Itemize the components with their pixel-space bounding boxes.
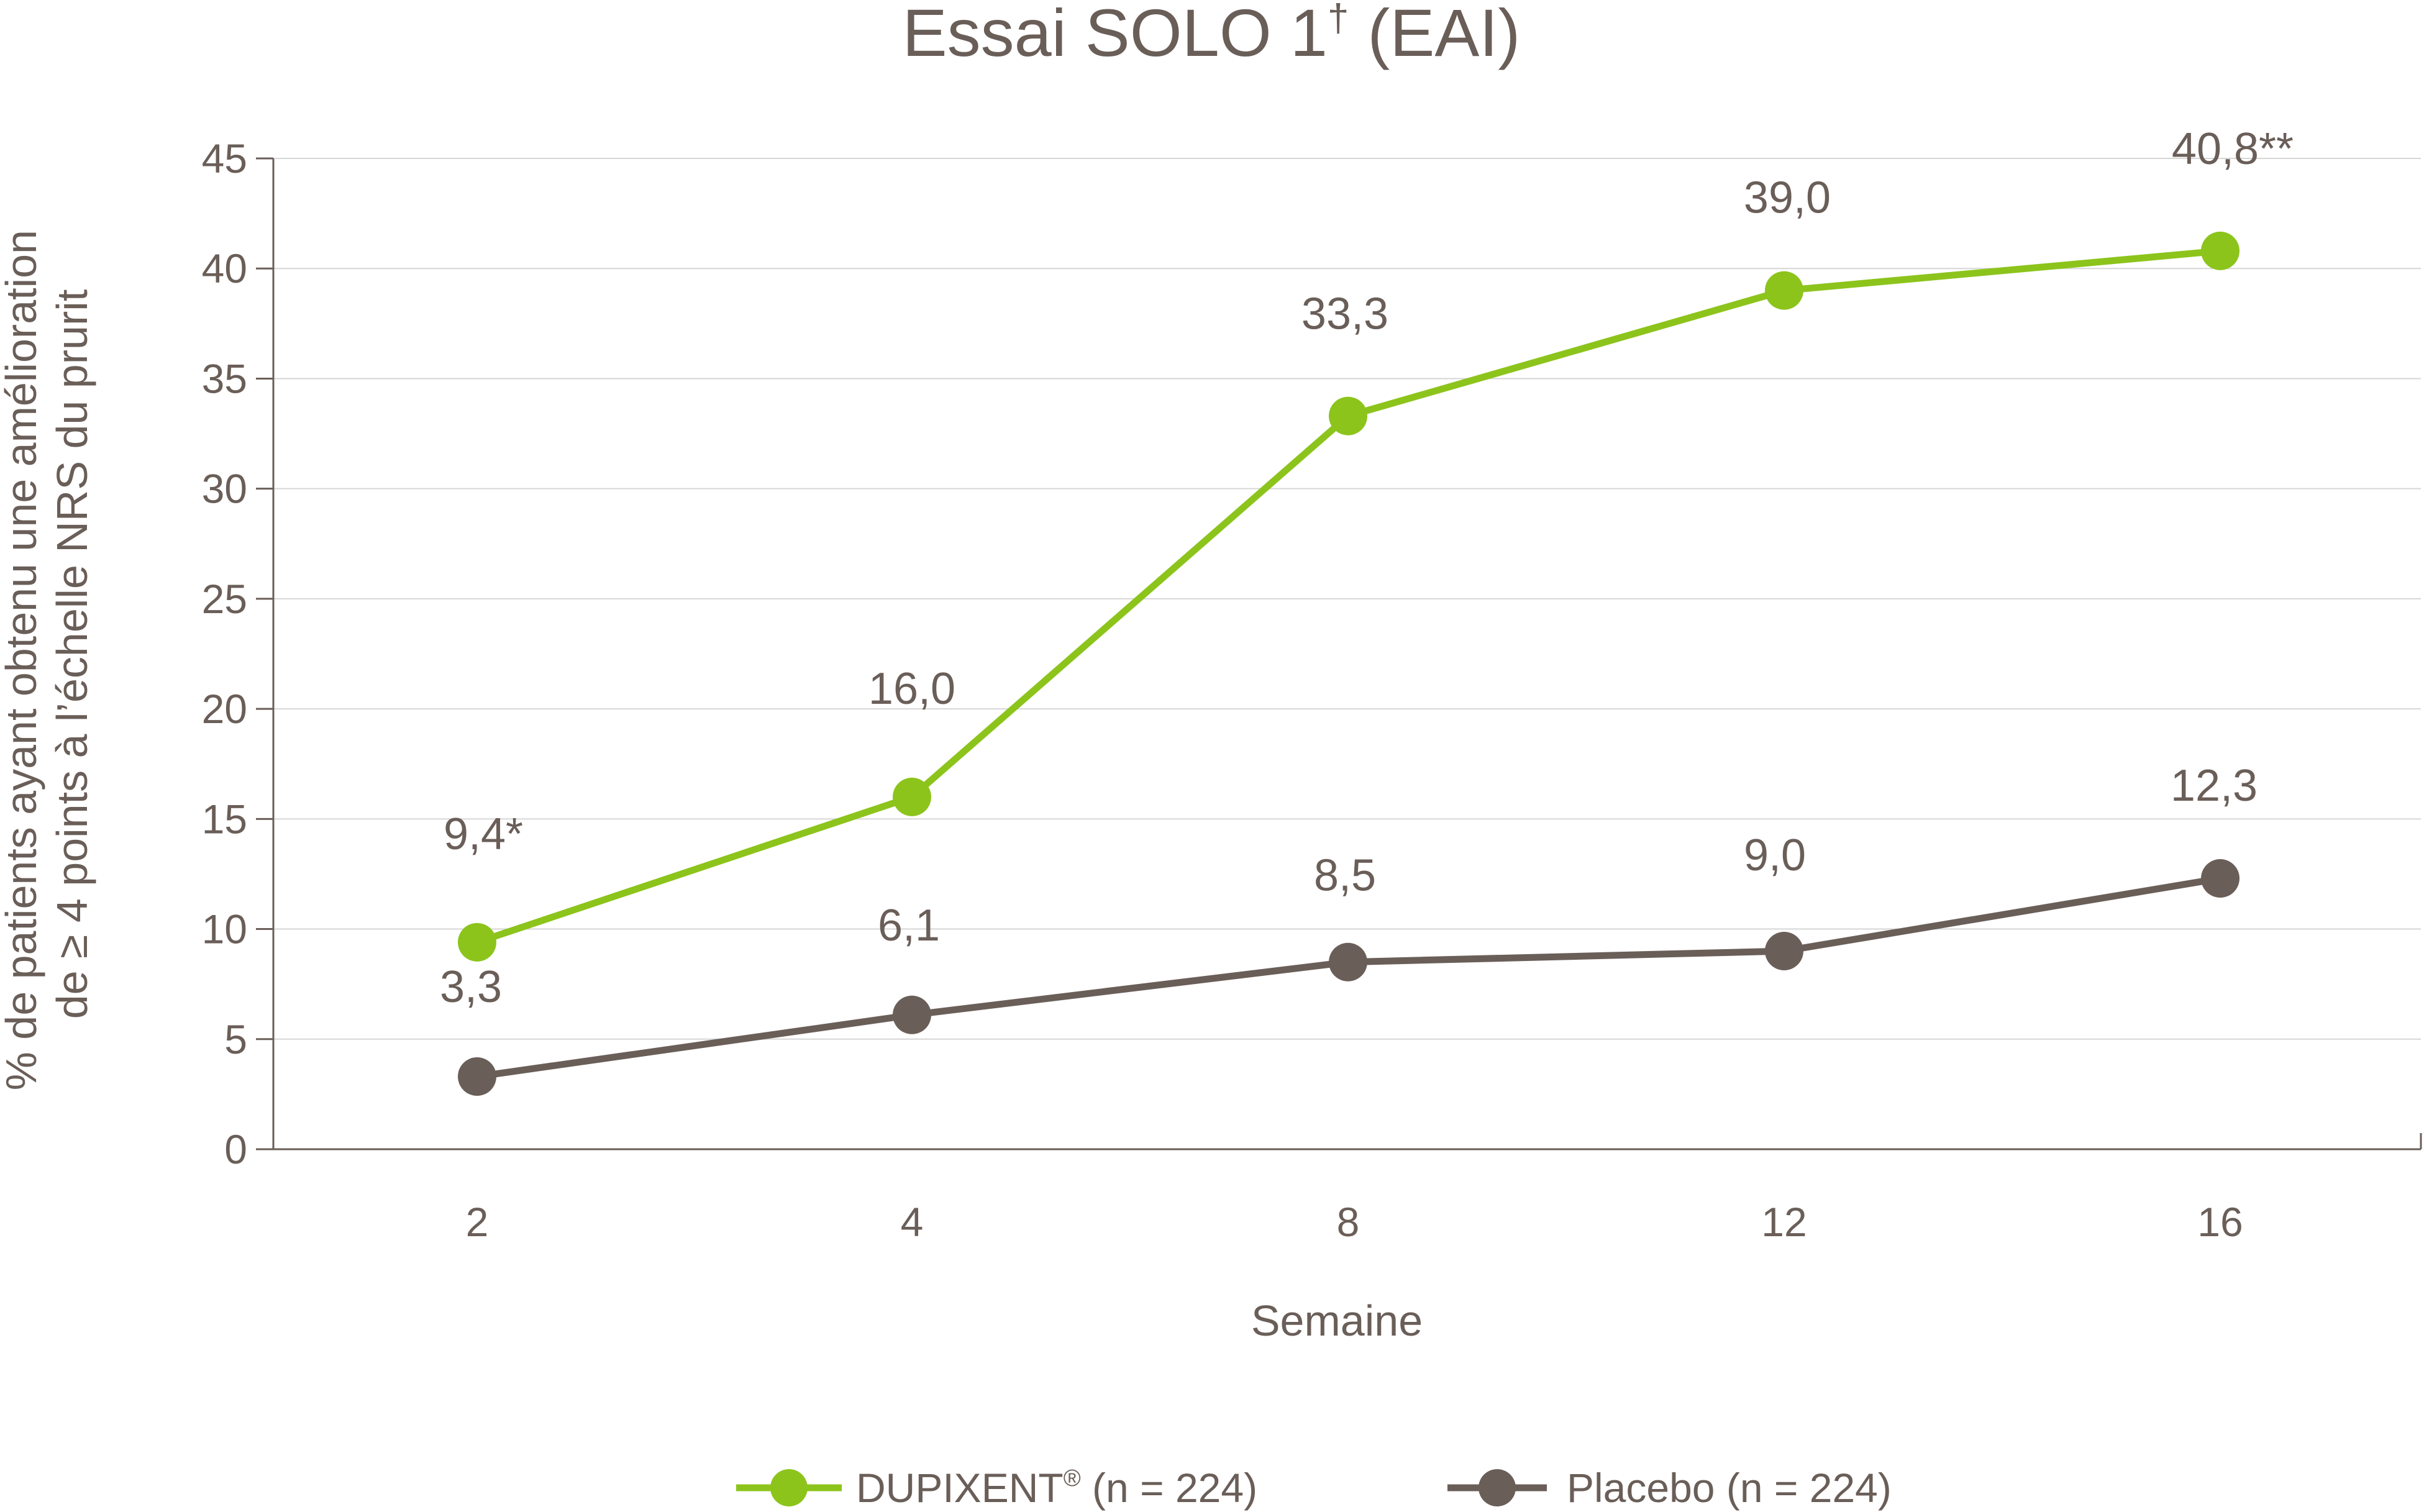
gridlines <box>273 158 2421 1040</box>
data-point-placebo-12 <box>1765 932 1803 970</box>
y-tick-label-5: 5 <box>224 1016 247 1062</box>
y-tick-label-0: 0 <box>224 1126 247 1172</box>
legend-label-dupixent-name: DUPIXENT <box>856 1465 1064 1511</box>
data-label-dupixent-8: 33,3 <box>1301 289 1388 339</box>
data-point-dupixent-4 <box>893 777 931 816</box>
x-axis-label: Semaine <box>1251 1296 1423 1345</box>
x-tick-label-12: 12 <box>1761 1199 1807 1245</box>
y-axis-label: % de patients ayant obtenu une améliorat… <box>0 218 96 1091</box>
x-tick-label-16: 16 <box>2197 1199 2243 1245</box>
x-tick-label-2: 2 <box>466 1199 489 1245</box>
data-label-dupixent-16: 40,8** <box>2172 124 2294 174</box>
y-tick-label-40: 40 <box>202 245 247 291</box>
x-tick-label-8: 8 <box>1337 1199 1360 1245</box>
y-tick-label-15: 15 <box>202 796 247 842</box>
legend-item-dupixent: DUPIXENT® (n = 224) <box>736 1465 1257 1511</box>
data-point-dupixent-8 <box>1329 396 1367 435</box>
legend-label-placebo: Placebo (n = 224) <box>1567 1465 1892 1511</box>
legend-swatch-marker-placebo <box>1479 1469 1516 1506</box>
legend-label-dupixent-superscript: ® <box>1064 1465 1081 1492</box>
y-ticks: 0 5 10 15 20 25 30 35 40 45 <box>202 135 273 1172</box>
data-label-placebo-4: 6,1 <box>878 901 940 950</box>
data-label-dupixent-4: 16,0 <box>868 664 955 714</box>
legend-label-placebo-suffix: (n = 224) <box>1715 1465 1892 1511</box>
x-ticks: 2 4 8 12 16 <box>466 1133 2422 1245</box>
legend-label-dupixent: DUPIXENT® (n = 224) <box>856 1465 1257 1511</box>
y-tick-label-45: 45 <box>202 135 247 181</box>
data-point-dupixent-2 <box>458 922 496 962</box>
data-point-dupixent-16 <box>2201 231 2239 270</box>
data-label-placebo-8: 8,5 <box>1314 851 1376 901</box>
data-point-placebo-8 <box>1329 942 1367 981</box>
y-tick-label-10: 10 <box>202 906 247 952</box>
data-label-placebo-2: 3,3 <box>440 962 502 1012</box>
legend-label-placebo-name: Placebo <box>1567 1465 1715 1511</box>
axes <box>272 158 2421 1150</box>
legend: DUPIXENT® (n = 224) Placebo (n = 224) <box>736 1465 1892 1511</box>
y-axis-label-line1: % de patients ayant obtenu une améliorat… <box>0 230 45 1090</box>
data-point-dupixent-12 <box>1765 271 1803 310</box>
y-tick-label-30: 30 <box>202 466 247 512</box>
series <box>458 231 2239 1096</box>
x-tick-label-4: 4 <box>901 1199 924 1245</box>
data-point-placebo-2 <box>458 1057 496 1096</box>
data-labels: 9,4* 16,0 33,3 39,0 40,8** 3,3 6,1 8,5 9,0 12,3 <box>440 124 2294 1012</box>
data-label-dupixent-2: 9,4* <box>444 809 523 859</box>
y-tick-label-25: 25 <box>202 576 247 622</box>
legend-swatch-marker-dupixent <box>770 1469 808 1506</box>
y-tick-label-35: 35 <box>202 355 247 401</box>
data-point-placebo-16 <box>2201 859 2239 898</box>
chart-title: Essai SOLO 1† (EAI) <box>903 0 1521 70</box>
data-label-placebo-16: 12,3 <box>2171 761 2258 811</box>
chart-title-suffix: (EAI) <box>1349 0 1520 70</box>
legend-label-dupixent-suffix: (n = 224) <box>1081 1465 1257 1511</box>
chart-title-main: Essai SOLO 1 <box>903 0 1328 70</box>
y-tick-label-20: 20 <box>202 686 247 732</box>
data-label-placebo-12: 9,0 <box>1744 831 1806 880</box>
series-line-dupixent <box>473 247 2224 946</box>
chart-title-superscript: † <box>1328 0 1349 40</box>
data-point-placebo-4 <box>893 995 931 1034</box>
data-label-dupixent-12: 39,0 <box>1744 173 1831 223</box>
y-axis-label-line2: de ≥ 4 points à l’échelle NRS du prurit <box>48 289 96 1019</box>
legend-item-placebo: Placebo (n = 224) <box>1447 1465 1892 1511</box>
